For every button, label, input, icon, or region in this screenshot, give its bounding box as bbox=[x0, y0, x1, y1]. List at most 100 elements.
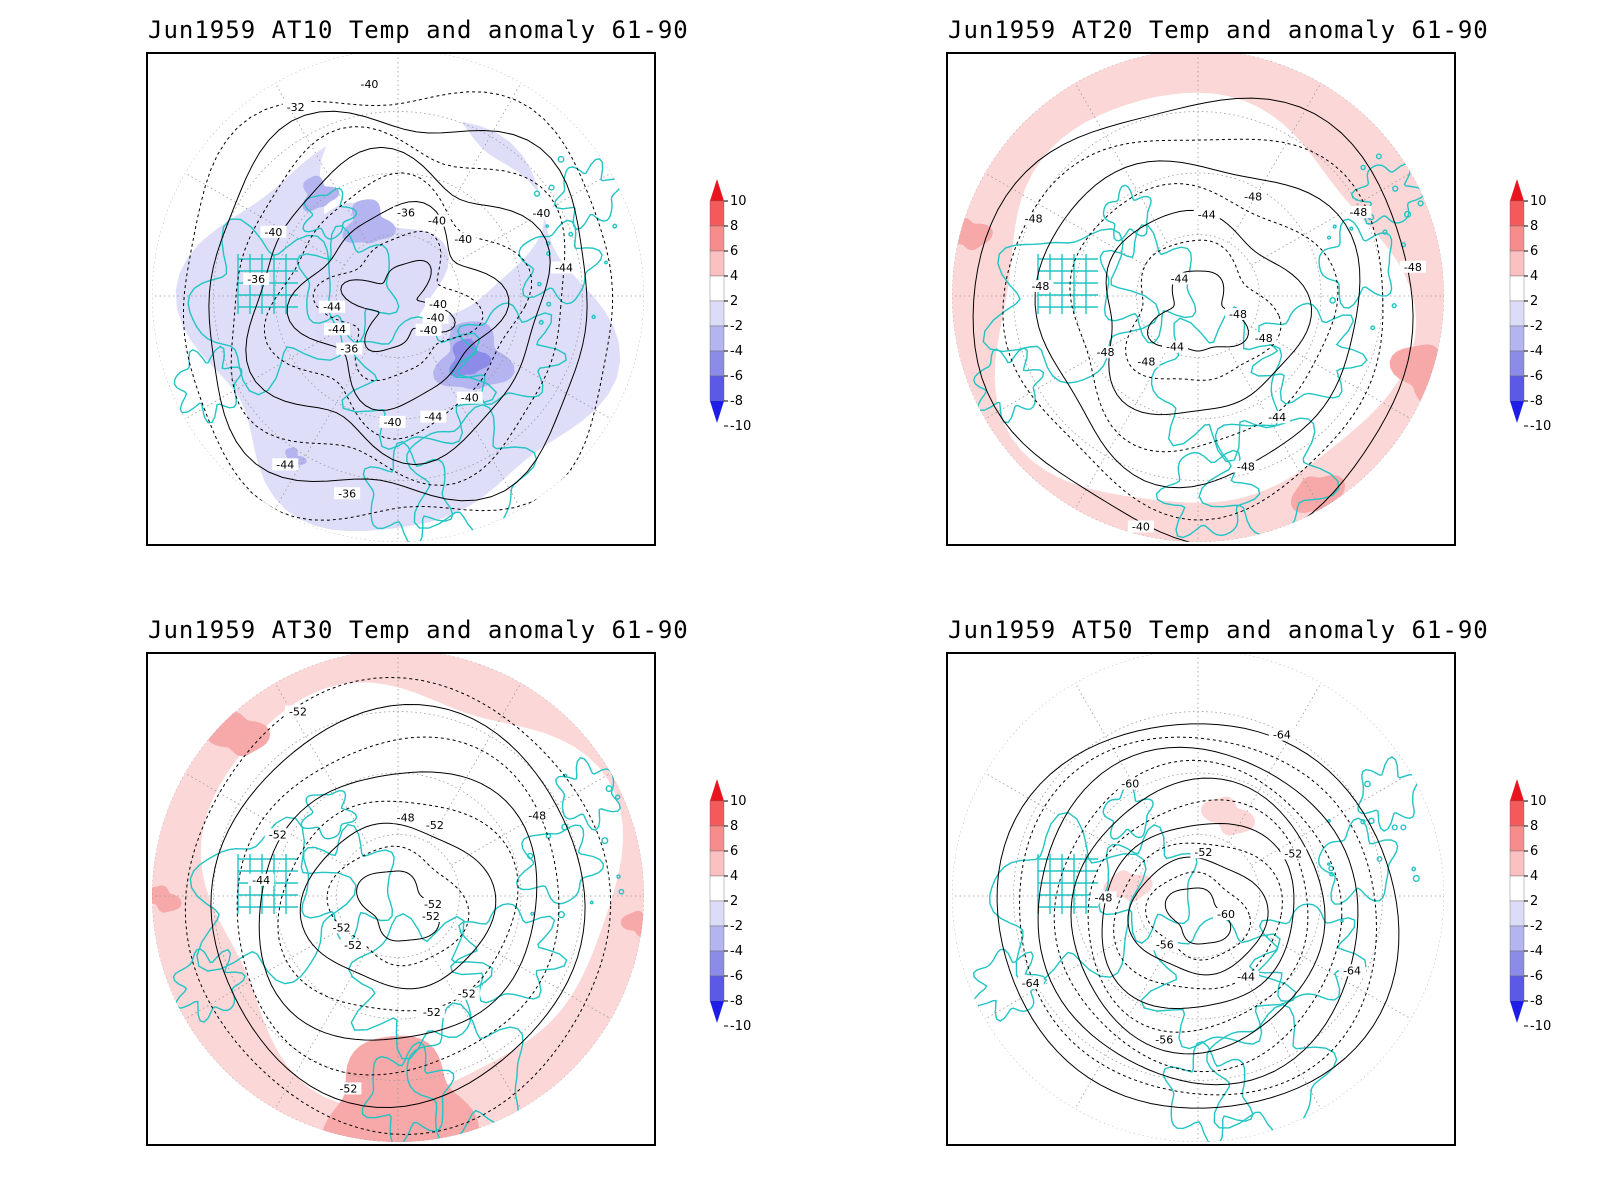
colorbar-segment bbox=[1509, 825, 1525, 852]
temperature-contours bbox=[183, 91, 613, 521]
colorbar-label: -6 bbox=[730, 969, 743, 984]
island bbox=[545, 241, 551, 246]
island bbox=[1375, 153, 1382, 160]
contour-label: -48 bbox=[1349, 206, 1367, 219]
contour-label: -48 bbox=[528, 809, 546, 822]
colorbar-label: -8 bbox=[1530, 994, 1543, 1009]
island bbox=[568, 231, 574, 237]
contour-label: -40 bbox=[428, 215, 446, 228]
island bbox=[538, 319, 544, 325]
contour-label: -48 bbox=[1031, 280, 1049, 293]
contour-label: -40 bbox=[454, 233, 472, 246]
coastline-shape bbox=[173, 345, 243, 424]
colorbar: 10 8 6 4 2 -2 -4 -6 -8 -10 bbox=[706, 777, 776, 1057]
colorbar-label: -6 bbox=[1530, 369, 1543, 384]
island bbox=[1412, 874, 1420, 882]
contour-label: -40 bbox=[532, 207, 550, 220]
colorbar-label: 2 bbox=[1530, 294, 1538, 309]
colorbar-segment bbox=[1509, 975, 1525, 1002]
polar-map: -52 -52 -48 -52 -44 -48 -52 -52 -52 -52 -52 -52 -52 bbox=[146, 652, 656, 1146]
colorbar-segment bbox=[709, 800, 725, 827]
island bbox=[1326, 235, 1332, 240]
contour-label: -52 bbox=[422, 910, 440, 923]
island bbox=[601, 837, 609, 845]
colorbar-arrow-top bbox=[710, 179, 724, 201]
colorbar-label: -4 bbox=[730, 344, 743, 359]
contour-label: -44 bbox=[1166, 341, 1184, 354]
coastline-shape bbox=[1099, 224, 1197, 344]
panel-at20: Jun1959 AT20 Temp and anomaly 61-90 -48 -… bbox=[800, 0, 1600, 600]
island bbox=[1400, 824, 1407, 831]
contour-line bbox=[1070, 777, 1326, 1055]
contour-label: -64 bbox=[1343, 964, 1361, 977]
contour-label: -40 bbox=[384, 416, 402, 429]
colorbar-segment bbox=[1509, 225, 1525, 252]
contour-line bbox=[230, 126, 566, 486]
contour-label: -36 bbox=[397, 206, 415, 219]
contour-line bbox=[1037, 746, 1359, 1086]
island bbox=[1382, 229, 1388, 235]
colorbar-label: -8 bbox=[730, 394, 743, 409]
colorbar: 10 8 6 4 2 -2 -4 -6 -8 -10 bbox=[1506, 777, 1576, 1057]
coastline-shape bbox=[1250, 302, 1368, 405]
contour-line bbox=[1002, 138, 1384, 521]
coastline-shape bbox=[300, 789, 358, 840]
island bbox=[605, 785, 613, 793]
panel-title: Jun1959 AT20 Temp and anomaly 61-90 bbox=[948, 16, 1489, 44]
colorbar-label: 10 bbox=[730, 794, 747, 809]
contour-line bbox=[258, 771, 538, 1041]
contour-label: -44 bbox=[323, 301, 341, 314]
colorbar-segment bbox=[1509, 200, 1525, 227]
contour-label: -48 bbox=[397, 811, 415, 824]
colorbar-segment bbox=[709, 975, 725, 1002]
contour-label: -48 bbox=[1404, 261, 1422, 274]
coastline-shape bbox=[301, 823, 395, 945]
panel-at30: Jun1959 AT30 Temp and anomaly 61-90 -52-… bbox=[0, 600, 800, 1200]
colorbar-arrow-top bbox=[1510, 179, 1524, 201]
colorbar: 10 8 6 4 2 -2 -4 -6 -8 -10 bbox=[1506, 177, 1576, 457]
colorbar-segment bbox=[1509, 900, 1525, 927]
contour-label: -52 bbox=[344, 939, 362, 952]
contour-line bbox=[1127, 856, 1269, 976]
colorbar-label: 4 bbox=[730, 269, 738, 284]
colorbar-segment bbox=[1509, 925, 1525, 952]
island bbox=[530, 911, 535, 916]
island bbox=[1327, 818, 1331, 823]
island bbox=[557, 155, 565, 163]
colorbar-segment bbox=[1509, 325, 1525, 352]
contour-label: -52 bbox=[426, 819, 444, 832]
island bbox=[1327, 862, 1331, 866]
contour-label: -48 bbox=[1244, 190, 1262, 203]
island bbox=[537, 281, 542, 287]
contour-line bbox=[236, 736, 560, 1076]
colorbar-arrow-bottom bbox=[710, 401, 724, 423]
contour-label: -48 bbox=[1255, 332, 1273, 345]
polar-map: -60 -56 -52 -44 -48 -52 -56 -60 -64 -64 -64 bbox=[946, 652, 1456, 1146]
contour-line bbox=[972, 97, 1414, 542]
contour-label: -52 bbox=[289, 705, 307, 718]
contour-label: -36 bbox=[247, 273, 265, 286]
coastline-shape bbox=[518, 219, 603, 305]
contour-label: -36 bbox=[338, 487, 356, 500]
coastline-shape bbox=[341, 316, 498, 451]
contour-label: -48 bbox=[1237, 461, 1255, 474]
colorbar-segment bbox=[709, 225, 725, 252]
coastline-shape bbox=[1357, 756, 1419, 832]
coastline-shape bbox=[1098, 823, 1198, 945]
coastline-shape bbox=[347, 913, 493, 1060]
contour-line bbox=[1069, 183, 1339, 453]
colorbar-segment bbox=[709, 250, 725, 277]
contour-line bbox=[1034, 160, 1361, 489]
contour-label: -48 bbox=[1025, 213, 1043, 226]
contour-label: -56 bbox=[1156, 938, 1174, 951]
contour-line bbox=[183, 91, 613, 521]
temperature-contours bbox=[972, 97, 1414, 542]
colorbar-segment bbox=[1509, 300, 1525, 327]
coastlines bbox=[973, 153, 1426, 539]
colorbar-svg: 10 8 6 4 2 -2 -4 -6 -8 -10 bbox=[1509, 179, 1551, 434]
island bbox=[561, 823, 569, 831]
coastline-shape bbox=[450, 302, 567, 406]
contour-line bbox=[312, 230, 484, 382]
contour-line bbox=[356, 870, 440, 942]
coastline-shape bbox=[1102, 784, 1154, 840]
